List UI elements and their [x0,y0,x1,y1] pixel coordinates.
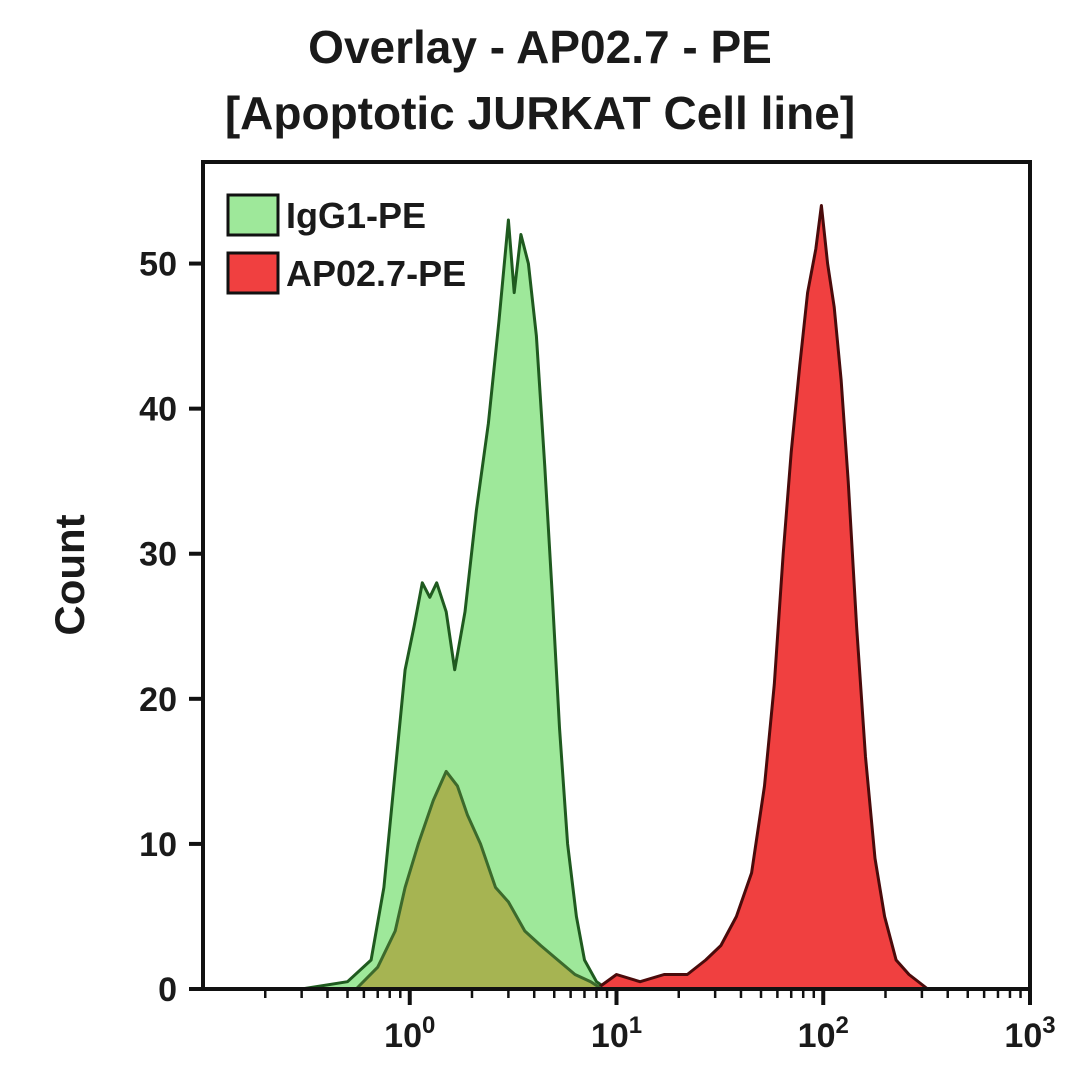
x-tick-label: 101 [591,1012,642,1055]
y-axis-label: Count [46,514,93,635]
y-tick-label: 50 [139,246,177,284]
y-tick-label: 20 [139,681,177,719]
y-tick-label: 40 [139,391,177,429]
chart-title-line-2: [Apoptotic JURKAT Cell line] [224,87,856,139]
x-tick-label: 102 [798,1012,849,1055]
y-tick-label: 30 [139,536,177,574]
legend-label-ap02-7-pe: AP02.7-PE [286,253,466,294]
ticks-layer: 0 10 20 30 40 50 100 101 102 103 [139,246,1055,1055]
histogram-series-ap02-7-pe [595,204,930,991]
chart-title-line-1: Overlay - AP02.7 - PE [308,21,772,73]
histogram-series-overlap [354,769,604,991]
x-tick-label: 103 [1004,1012,1055,1055]
legend-label-igg1-pe: IgG1-PE [286,195,426,236]
legend-swatch-ap02-7-pe [226,251,280,295]
y-tick-label: 10 [139,826,177,864]
x-tick-label: 100 [384,1012,435,1055]
y-tick-label: 0 [158,971,177,1009]
legend: IgG1-PE AP02.7-PE [226,193,466,295]
histogram-series-igg1-pe [300,218,609,991]
series-layer [300,204,930,991]
legend-swatch-igg1-pe [226,193,280,237]
